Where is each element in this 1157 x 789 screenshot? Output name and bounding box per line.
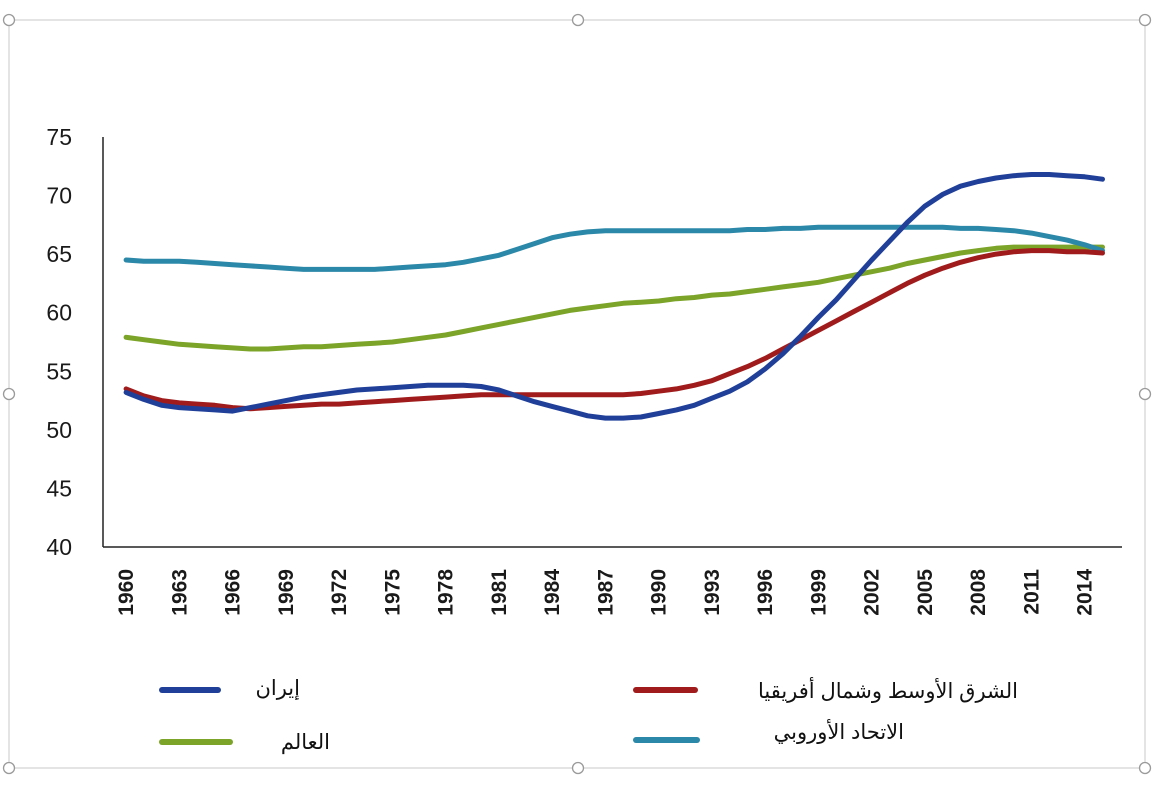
x-tick-label: 2002 (861, 569, 884, 616)
y-tick-label: 60 (46, 300, 72, 326)
series-line-eu (123, 224, 1105, 272)
y-axis-ticks: 40 45 50 55 60 65 70 75 (46, 124, 72, 560)
x-tick-label: 1972 (328, 569, 351, 616)
y-tick-label: 70 (46, 183, 72, 209)
resize-handle[interactable] (571, 13, 585, 27)
x-tick-label: 1990 (648, 569, 671, 616)
y-tick-label: 65 (46, 241, 72, 267)
y-tick-label: 55 (46, 358, 72, 384)
resize-handle[interactable] (2, 387, 16, 401)
x-tick-label: 1999 (807, 569, 830, 616)
y-tick-label: 45 (46, 475, 72, 501)
x-tick-label: 1966 (222, 569, 245, 616)
resize-handle[interactable] (1138, 387, 1152, 401)
legend-label-eu: الاتحاد الأوروبي (774, 719, 904, 744)
x-tick-label: 1978 (435, 569, 458, 616)
x-tick-label: 1984 (541, 569, 564, 616)
x-tick-label: 1963 (168, 569, 191, 616)
resize-handle[interactable] (571, 761, 585, 775)
x-tick-label: 1975 (381, 569, 404, 616)
x-tick-label: 2008 (967, 569, 990, 616)
resize-handle[interactable] (1138, 13, 1152, 27)
x-tick-label: 2005 (914, 569, 937, 616)
resize-handle[interactable] (2, 13, 16, 27)
x-tick-label: 1960 (115, 569, 138, 616)
resize-handles[interactable] (2, 13, 1152, 775)
series-line-iran (123, 172, 1105, 421)
legend-label-mena: الشرق الأوسط وشمال أفريقيا (758, 677, 1018, 703)
series-lines (123, 172, 1105, 421)
x-tick-label: 1996 (754, 569, 777, 616)
x-tick-label: 2011 (1020, 569, 1043, 615)
x-tick-label: 2014 (1074, 569, 1097, 616)
legend-label-world: العالم (281, 731, 330, 755)
x-tick-label: 1981 (488, 569, 511, 616)
resize-handle[interactable] (1138, 761, 1152, 775)
y-tick-label: 50 (46, 417, 72, 443)
axes (102, 137, 1122, 548)
x-tick-label: 1969 (275, 569, 298, 616)
y-tick-label: 75 (46, 124, 72, 150)
legend: إيران الشرق الأوسط وشمال أفريقيا العالم … (159, 677, 1018, 755)
x-tick-label: 1987 (594, 569, 617, 616)
x-tick-label: 1993 (701, 569, 724, 616)
legend-label-iran: إيران (255, 677, 300, 701)
resize-handle[interactable] (2, 761, 16, 775)
y-tick-label: 40 (46, 534, 72, 560)
series-line-world (123, 244, 1105, 352)
x-axis-ticks: 1960 1963 1966 1969 1972 1975 1978 1981 1984 1987… (115, 569, 1097, 616)
series-line-mena (123, 248, 1105, 412)
